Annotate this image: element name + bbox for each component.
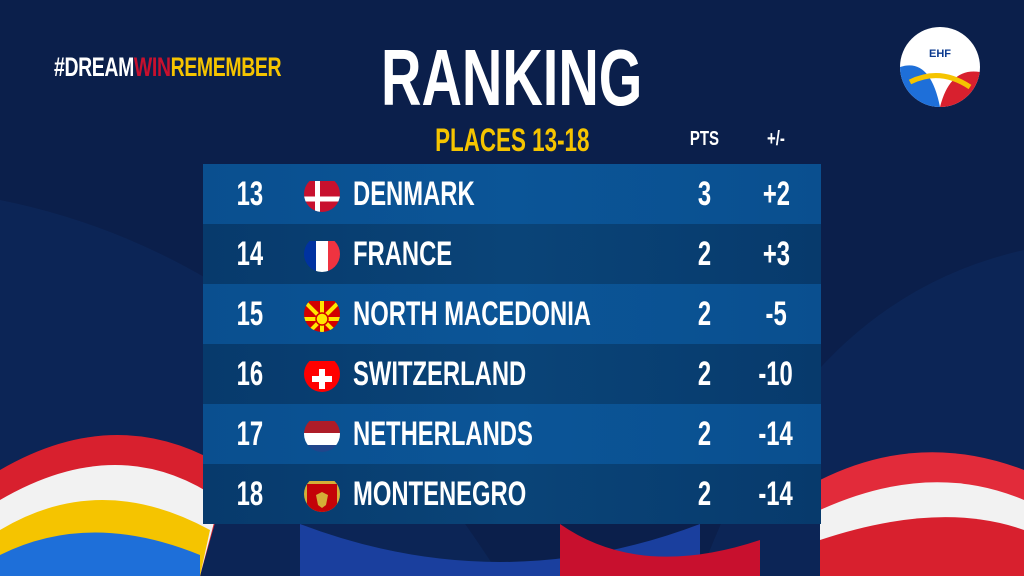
column-header-pts: PTS <box>689 128 719 150</box>
goal-difference: -14 <box>758 415 794 453</box>
table-row: 14 FRANCE 2 +3 <box>203 224 821 284</box>
table-row: 15 NORTH MACEDONIA 2 -5 <box>203 284 821 344</box>
svg-text:EHF: EHF <box>929 48 951 60</box>
points: 2 <box>697 355 711 393</box>
points: 2 <box>697 235 711 273</box>
rank: 14 <box>236 235 264 273</box>
netherlands-flag-icon <box>304 416 340 452</box>
country-name: MONTENEGRO <box>353 475 527 513</box>
rank: 18 <box>236 475 264 513</box>
table-row: 17 NETHERLANDS 2 -14 <box>203 404 821 464</box>
goal-difference: -5 <box>765 295 787 333</box>
points: 2 <box>697 475 711 513</box>
goal-difference: -10 <box>758 355 794 393</box>
table-row: 18 MONTENEGRO 2 -14 <box>203 464 821 524</box>
country-name: NORTH MACEDONIA <box>353 295 591 333</box>
ranking-table: 13 DENMARK 3 +2 14 FRANCE 2 +3 15 NORTH MA… <box>203 164 821 524</box>
page-title: RANKING <box>381 33 643 122</box>
switzerland-flag-icon <box>304 356 340 392</box>
country-name: FRANCE <box>353 235 453 273</box>
hashtag: #DREAMWINREMEMBER <box>54 52 282 82</box>
country-name: DENMARK <box>353 175 475 213</box>
points: 2 <box>697 415 711 453</box>
france-flag-icon <box>304 236 340 272</box>
points: 2 <box>697 295 711 333</box>
ehf-logo: EHF <box>900 27 980 107</box>
points: 3 <box>697 175 711 213</box>
table-row: 13 DENMARK 3 +2 <box>203 164 821 224</box>
rank: 17 <box>236 415 264 453</box>
montenegro-flag-icon <box>304 476 340 512</box>
rank: 15 <box>236 295 264 333</box>
column-header-diff: +/- <box>767 128 785 150</box>
country-name: NETHERLANDS <box>353 415 533 453</box>
table-row: 16 SWITZERLAND 2 -10 <box>203 344 821 404</box>
rank: 16 <box>236 355 264 393</box>
denmark-flag-icon <box>304 176 340 212</box>
country-name: SWITZERLAND <box>353 355 527 393</box>
north-macedonia-flag-icon <box>304 296 340 332</box>
goal-difference: +3 <box>762 235 790 273</box>
goal-difference: -14 <box>758 475 794 513</box>
goal-difference: +2 <box>762 175 790 213</box>
page-subtitle: PLACES 13-18 <box>434 122 590 158</box>
rank: 13 <box>236 175 264 213</box>
